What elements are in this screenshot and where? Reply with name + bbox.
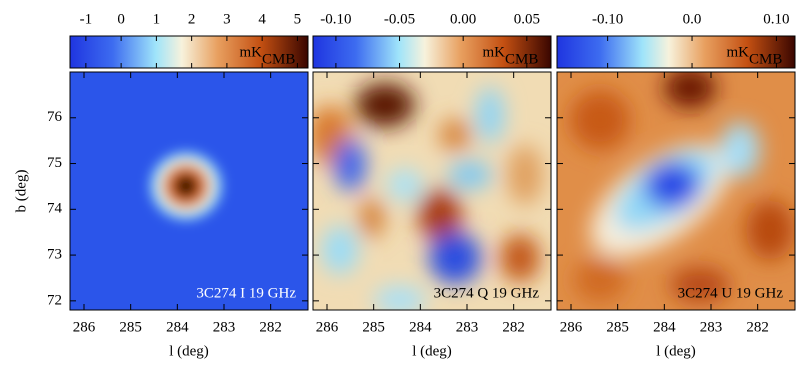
- y-tick-label: 72: [47, 292, 62, 308]
- colorbar-tick-label: -0.10: [320, 11, 351, 27]
- x-tick-label: 282: [502, 319, 525, 335]
- x-tick-label: 284: [653, 319, 676, 335]
- plot-frame: [69, 71, 309, 311]
- colorbar-label: mK: [483, 44, 506, 60]
- x-tick-label: 283: [700, 319, 723, 335]
- y-tick-label: 76: [47, 109, 63, 125]
- map-u: [557, 72, 795, 310]
- x-tick-label: 283: [456, 319, 479, 335]
- x-axis-label: l (deg): [656, 343, 696, 359]
- colorbar-label-sub: CMB: [749, 51, 782, 67]
- x-tick-label: 286: [316, 319, 339, 335]
- panel-annotation: 3C274 I 19 GHz: [196, 285, 296, 301]
- colorbar-tick-label: 0: [117, 11, 125, 27]
- x-tick-label: 285: [119, 319, 142, 335]
- panel-annotation: 3C274 U 19 GHz: [678, 285, 784, 301]
- colorbar-tick-label: -0.05: [384, 11, 415, 27]
- x-tick-label: 284: [166, 319, 189, 335]
- colorbar: [312, 35, 552, 69]
- x-axis-label: l (deg): [412, 343, 452, 359]
- y-tick-label: 73: [47, 247, 62, 263]
- plot-frame: [556, 71, 796, 311]
- colorbar-label-sub: CMB: [505, 51, 538, 67]
- y-axis-label: b (deg): [13, 170, 29, 213]
- panel-annotation: 3C274 Q 19 GHz: [434, 285, 540, 301]
- x-tick-label: 284: [409, 319, 432, 335]
- x-tick-label: 285: [606, 319, 629, 335]
- colorbar-tick-label: -1: [80, 11, 93, 27]
- colorbar-tick-label: 0.05: [514, 11, 540, 27]
- colorbar-tick-label: 5: [294, 11, 302, 27]
- colorbar-label: mK: [240, 44, 263, 60]
- colorbar-tick-label: 4: [258, 11, 266, 27]
- colorbar-label-sub: CMB: [262, 51, 295, 67]
- y-tick-label: 75: [47, 155, 62, 171]
- colorbar-tick-label: 3: [223, 11, 231, 27]
- map-i: [70, 72, 308, 310]
- colorbar: [69, 35, 309, 69]
- x-tick-label: 285: [362, 319, 385, 335]
- plot-frame: [312, 71, 552, 311]
- x-tick-label: 282: [259, 319, 282, 335]
- colorbar-tick-label: 0.0: [683, 11, 702, 27]
- map-q: [313, 72, 551, 310]
- colorbar-tick-label: 2: [188, 11, 196, 27]
- colorbar-tick-label: -0.10: [592, 11, 623, 27]
- x-tick-label: 282: [746, 319, 769, 335]
- colorbar-tick-label: 0.00: [450, 11, 476, 27]
- colorbar: [556, 35, 796, 69]
- x-tick-label: 286: [73, 319, 96, 335]
- x-axis-label: l (deg): [169, 343, 209, 359]
- colorbar-label: mK: [727, 44, 750, 60]
- colorbar-tick-label: 1: [153, 11, 161, 27]
- colorbar-tick-label: 0.10: [763, 11, 789, 27]
- y-tick-label: 74: [47, 201, 63, 217]
- x-tick-label: 283: [213, 319, 236, 335]
- x-tick-label: 286: [560, 319, 583, 335]
